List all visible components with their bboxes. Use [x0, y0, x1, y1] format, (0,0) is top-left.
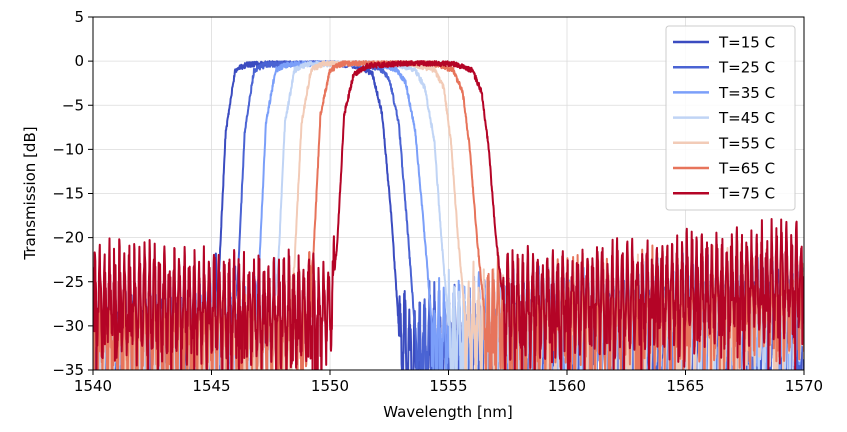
x-tick-label: 1545: [192, 377, 230, 395]
x-axis-label: Wavelength [nm]: [383, 403, 513, 421]
legend-label: T=15 C: [718, 34, 775, 52]
legend-label: T=65 C: [718, 160, 775, 178]
y-axis-label: Transmission [dB]: [21, 126, 39, 260]
y-tick-label: −35: [52, 361, 84, 379]
legend: T=15 C T=25 C T=35 C T=45 C T=55 C T=65 C T=75…: [665, 25, 796, 211]
x-tick-label: 1555: [429, 377, 467, 395]
x-tick-label: 1565: [666, 377, 704, 395]
x-axis: 1540 1545 1550 1555 1560 1565 1570: [74, 370, 823, 395]
y-tick-label: −15: [52, 185, 84, 203]
legend-label: T=45 C: [718, 109, 775, 127]
x-tick-label: 1550: [311, 377, 349, 395]
legend-label: T=25 C: [718, 59, 775, 77]
x-tick-label: 1560: [548, 377, 586, 395]
y-tick-label: 5: [74, 8, 84, 26]
legend-label: T=35 C: [718, 84, 775, 102]
legend-label: T=75 C: [718, 185, 775, 203]
y-axis: 5 0 −5 −10 −15 −20 −25 −30 −35: [52, 8, 93, 379]
y-tick-label: −5: [62, 96, 84, 114]
x-tick-label: 1570: [785, 377, 823, 395]
legend-label: T=55 C: [718, 134, 775, 152]
legend-box: [665, 25, 796, 211]
y-tick-label: −20: [52, 229, 84, 247]
y-tick-label: 0: [74, 52, 84, 70]
y-tick-label: −30: [52, 317, 84, 335]
series-group: [93, 60, 804, 370]
y-tick-label: −25: [52, 273, 84, 291]
x-tick-label: 1540: [74, 377, 112, 395]
y-tick-label: −10: [52, 140, 84, 158]
series-line-7: [93, 60, 804, 370]
